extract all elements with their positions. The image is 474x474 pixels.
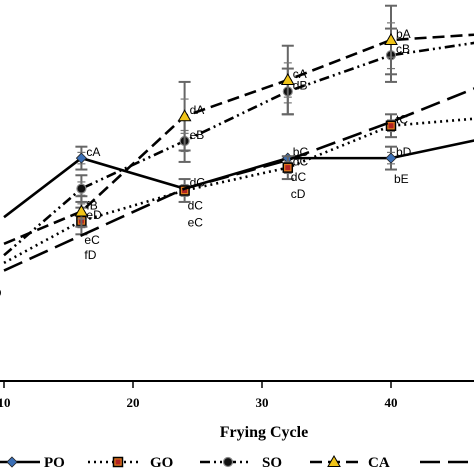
legend-marker bbox=[327, 454, 341, 467]
data-point-marker-core bbox=[388, 123, 394, 129]
legend-marker-core bbox=[115, 459, 121, 465]
data-label: dB bbox=[293, 78, 308, 92]
legend-label: CA bbox=[368, 455, 390, 471]
data-label: eB bbox=[190, 128, 205, 142]
annotation-label: bE bbox=[394, 172, 409, 186]
x-axis-ticks: 10 20 30 40 bbox=[0, 381, 398, 410]
series-ca: fB dA cA bA bbox=[3, 4, 474, 246]
data-label: eD bbox=[86, 208, 102, 222]
legend-marker bbox=[6, 456, 18, 468]
legend-label: GO bbox=[150, 455, 173, 471]
legend: PO GO SO CA bbox=[0, 454, 474, 471]
data-point-marker bbox=[76, 183, 87, 194]
x-axis-title: Frying Cycle bbox=[220, 424, 308, 441]
data-point-marker bbox=[75, 152, 87, 164]
data-point-marker-core bbox=[285, 165, 291, 171]
data-label: dC bbox=[293, 155, 309, 169]
x-tick-label: 30 bbox=[256, 395, 269, 410]
legend-label: PO bbox=[44, 455, 65, 471]
data-point-marker-core bbox=[182, 188, 188, 193]
x-tick-label: 10 bbox=[0, 395, 11, 410]
annotation-label: D bbox=[0, 286, 2, 300]
data-label: fB bbox=[86, 198, 97, 212]
annotation-label: cD bbox=[291, 187, 306, 201]
annotation-label: eC bbox=[188, 216, 204, 230]
x-tick-label: 40 bbox=[385, 395, 398, 410]
legend-label: SO bbox=[262, 455, 282, 471]
data-label: dA bbox=[190, 103, 205, 117]
series-so: eB dB cB bbox=[3, 27, 474, 257]
data-point-marker bbox=[280, 73, 295, 86]
data-point-marker bbox=[74, 204, 89, 217]
annotation-label: eC bbox=[84, 233, 100, 247]
data-label: cA bbox=[86, 145, 100, 159]
data-point-marker bbox=[385, 152, 397, 164]
annotation-label: dC bbox=[291, 170, 307, 184]
annotation-layer: eCfDdCeCdCcDbEgD bbox=[0, 170, 409, 300]
series-line bbox=[3, 117, 474, 265]
data-point-marker bbox=[384, 32, 398, 46]
data-label: bD bbox=[396, 145, 412, 159]
x-tick-label: 20 bbox=[127, 395, 140, 410]
data-label: bA bbox=[396, 27, 411, 41]
series-line bbox=[3, 41, 474, 257]
data-label: cB bbox=[396, 42, 410, 56]
series-line bbox=[3, 33, 474, 246]
legend-marker bbox=[222, 456, 234, 468]
data-label: cA bbox=[293, 67, 307, 81]
annotation-label: dC bbox=[188, 199, 204, 213]
annotation-label: fD bbox=[84, 248, 96, 262]
data-point-marker bbox=[177, 109, 192, 122]
